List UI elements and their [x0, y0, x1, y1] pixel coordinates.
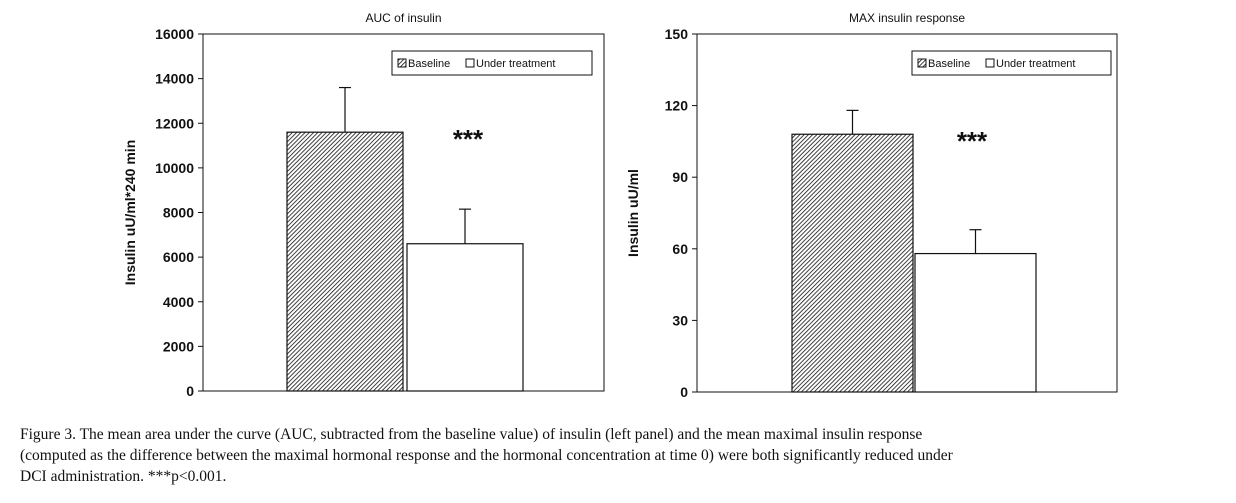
chart-max-insulin-response: MAX insulin response 0 30 60 90 120 150 Insulin… — [625, 11, 1118, 400]
chart-title: AUC of insulin — [365, 11, 441, 25]
y-tick-label: 90 — [672, 169, 688, 185]
y-tick-label: 0 — [680, 384, 688, 400]
y-tick-label: 60 — [672, 241, 688, 257]
y-tick-label: 10000 — [155, 160, 194, 176]
legend-box — [391, 50, 593, 76]
y-tick-label: 6000 — [163, 249, 194, 265]
caption-line: DCI administration. ***p<0.001. — [20, 468, 227, 485]
y-tick-label: 16000 — [155, 26, 194, 42]
legend-label: Under treatment — [996, 58, 1075, 70]
y-tick-label: 4000 — [163, 294, 194, 310]
chart-title: MAX insulin response — [849, 11, 965, 25]
y-tick-label: 2000 — [163, 338, 194, 354]
y-tick-label: 14000 — [155, 71, 194, 87]
y-axis-label: Insulin uU/ml — [625, 169, 641, 257]
legend-box — [911, 50, 1112, 76]
y-tick-label: 150 — [665, 26, 689, 42]
legend-label: Baseline — [408, 58, 450, 70]
caption-line: (computed as the difference between the … — [20, 447, 953, 464]
bar-baseline — [791, 133, 914, 393]
y-tick-label: 12000 — [155, 115, 194, 131]
y-tick-label: 0 — [186, 383, 194, 399]
legend-swatch — [465, 58, 475, 68]
figure-caption: Figure 3. The mean area under the curve … — [20, 424, 1220, 487]
y-tick-label: 8000 — [163, 205, 194, 221]
legend-swatch — [397, 58, 407, 68]
significance-annotation: *** — [453, 124, 484, 154]
legend: Baseline Under treatment — [391, 50, 593, 76]
chart-panel-max: MAX insulin response 0 30 60 90 120 150 Insulin… — [620, 0, 1236, 410]
bar-baseline — [286, 131, 404, 392]
caption-line: Figure 3. The mean area under the curve … — [20, 426, 923, 443]
chart-panel-auc: AUC of insulin 0 2000 4000 6000 8000 10000 1200… — [0, 0, 640, 410]
y-axis-label: Insulin uU/ml*240 min — [122, 140, 138, 285]
legend-swatch — [917, 58, 927, 68]
y-tick-label: 120 — [665, 98, 689, 114]
bar-under-treatment — [914, 252, 1037, 393]
y-tick-label: 30 — [672, 312, 688, 328]
bar-under-treatment — [406, 243, 524, 392]
legend-label: Baseline — [928, 58, 970, 70]
legend-label: Under treatment — [476, 58, 555, 70]
legend-swatch — [985, 58, 995, 68]
significance-annotation: *** — [957, 126, 988, 156]
legend: Baseline Under treatment — [911, 50, 1112, 76]
chart-auc-of-insulin: AUC of insulin 0 2000 4000 6000 8000 10000 1200… — [122, 11, 605, 399]
